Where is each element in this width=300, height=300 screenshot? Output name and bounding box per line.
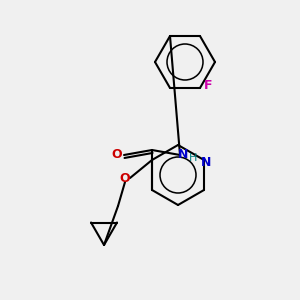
- Text: F: F: [204, 80, 212, 92]
- Text: N: N: [201, 155, 211, 169]
- Text: O: O: [120, 172, 130, 185]
- Text: N: N: [178, 148, 188, 161]
- Text: H: H: [189, 153, 197, 163]
- Text: O: O: [112, 148, 122, 161]
